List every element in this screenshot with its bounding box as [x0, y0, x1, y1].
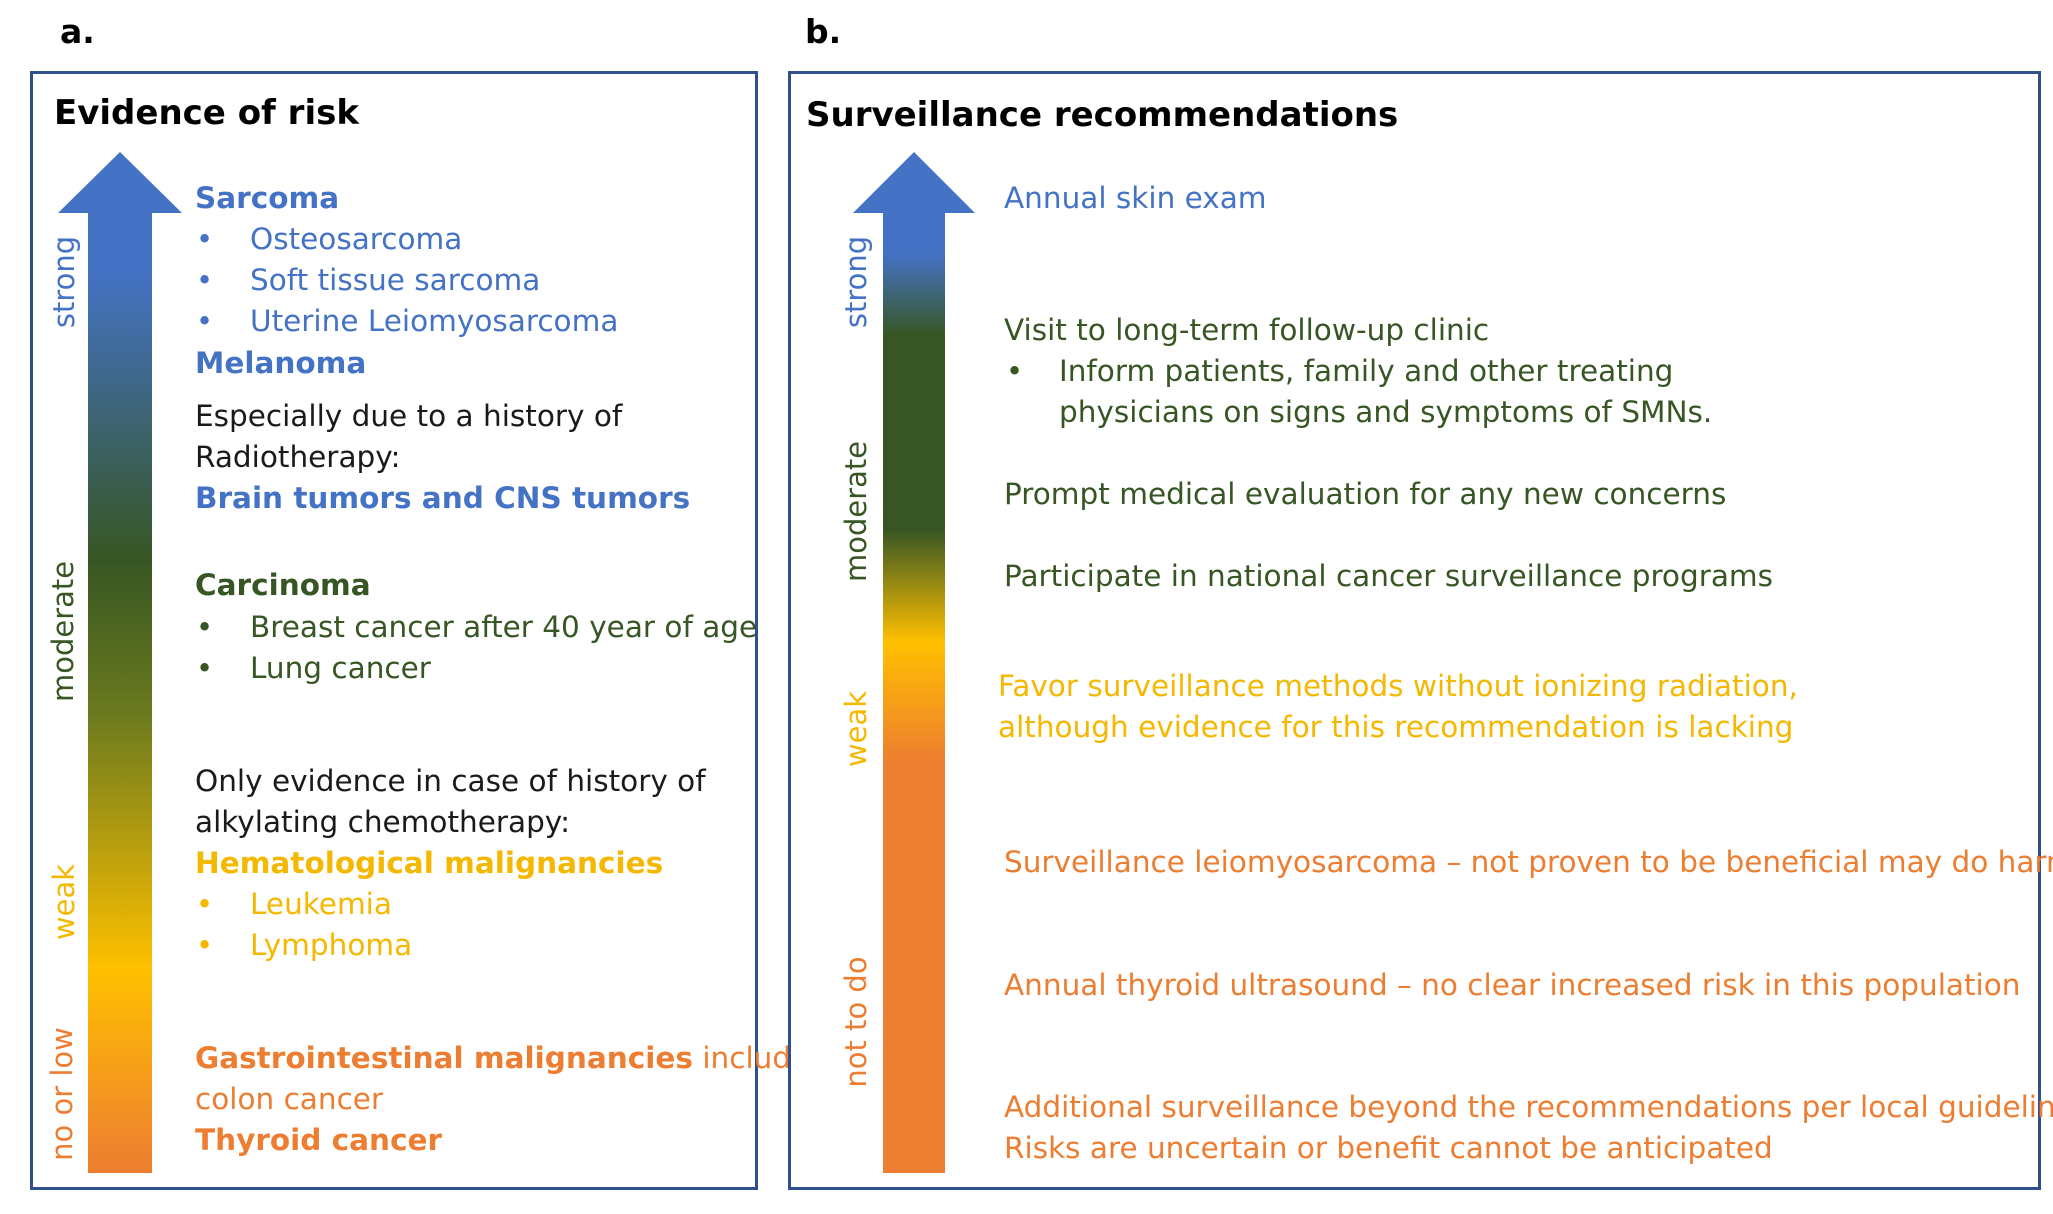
evidence-arrow — [58, 152, 182, 1173]
favor-methods-text-2: although evidence for this recommendatio… — [998, 710, 1794, 744]
hematological-heading: Hematological malignancies — [195, 846, 664, 880]
inform-text-2: physicians on signs and symptoms of SMNs… — [1059, 395, 1713, 429]
inform-text: Inform patients, family and other treati… — [1059, 354, 1674, 388]
panel-a-label: a. — [60, 12, 95, 51]
panel-a-title: Evidence of risk — [54, 93, 359, 133]
bullet: • — [196, 304, 214, 338]
list-item: Soft tissue sarcoma — [250, 263, 541, 297]
list-item: Lung cancer — [250, 651, 431, 685]
scale-weak-label: weak — [839, 690, 873, 768]
chemo-text-2: alkylating chemotherapy: — [195, 805, 571, 839]
chemo-text: Only evidence in case of history of — [195, 764, 706, 798]
bullet: • — [196, 610, 214, 644]
scale-strong-label: strong — [839, 235, 873, 329]
panel-b — [788, 71, 2041, 1190]
visit-clinic-text: Visit to long-term follow-up clinic — [1004, 313, 1490, 347]
scale-moderate-label: moderate — [46, 560, 80, 702]
scale-moderate-label: moderate — [839, 440, 873, 582]
sarcoma-heading: Sarcoma — [195, 181, 340, 215]
thyroid-cancer-heading: Thyroid cancer — [195, 1123, 443, 1157]
recommendation-arrow — [853, 152, 975, 1173]
scale-strong-label: strong — [47, 235, 81, 329]
gi-heading: Gastrointestinal malignancies — [195, 1041, 693, 1075]
panel-b-title: Surveillance recommendations — [806, 95, 1399, 135]
list-item: Lymphoma — [250, 928, 413, 962]
skin-exam-text: Annual skin exam — [1004, 181, 1267, 215]
bullet: • — [196, 887, 214, 921]
favor-methods-text: Favor surveillance methods without ioniz… — [998, 669, 1798, 703]
bullet: • — [196, 928, 214, 962]
list-item: Breast cancer after 40 year of age — [250, 610, 758, 644]
list-item: Osteosarcoma — [250, 222, 463, 256]
panel-b-label: b. — [805, 12, 842, 51]
scale-weak-label: weak — [47, 863, 81, 941]
gi-malignancies: Gastrointestinal malignancies including — [195, 1041, 837, 1075]
additional-surveillance-text-2: Risks are uncertain or benefit cannot be… — [1004, 1131, 1773, 1165]
melanoma-heading: Melanoma — [195, 346, 367, 380]
bullet: • — [1006, 354, 1024, 388]
scale-not-label: not to do — [839, 956, 873, 1088]
list-item: Leukemia — [250, 887, 392, 921]
additional-surveillance-text: Additional surveillance beyond the recom… — [1004, 1090, 2053, 1124]
thyroid-ultrasound-text: Annual thyroid ultrasound – no clear inc… — [1004, 968, 2021, 1002]
bullet: • — [196, 651, 214, 685]
prompt-evaluation-text: Prompt medical evaluation for any new co… — [1004, 477, 1727, 511]
radiotherapy-text-2: Radiotherapy: — [195, 440, 401, 474]
bullet: • — [196, 222, 214, 256]
leiomyosarcoma-text: Surveillance leiomyosarcoma – not proven… — [1004, 845, 2053, 879]
scale-low-label: no or low — [45, 1027, 79, 1161]
brain-tumors-heading: Brain tumors and CNS tumors — [195, 481, 691, 515]
colon-cancer-text: colon cancer — [195, 1082, 384, 1116]
list-item: Uterine Leiomyosarcoma — [250, 304, 619, 338]
participate-text: Participate in national cancer surveilla… — [1004, 559, 1774, 593]
bullet: • — [196, 263, 214, 297]
radiotherapy-text: Especially due to a history of — [195, 399, 623, 433]
carcinoma-heading: Carcinoma — [195, 568, 371, 602]
